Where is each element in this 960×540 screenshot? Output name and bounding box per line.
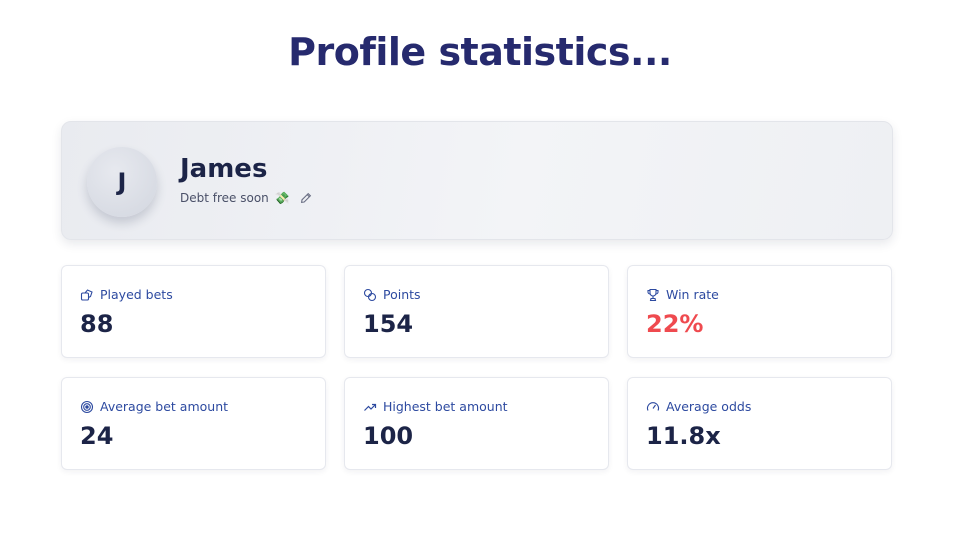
stat-value: 154 bbox=[363, 310, 414, 338]
target-icon bbox=[80, 400, 94, 414]
avatar-initial: J bbox=[117, 168, 127, 196]
stat-card-average-bet-amount: Average bet amount 24 bbox=[61, 377, 326, 470]
profile-name: James bbox=[180, 154, 268, 184]
page-title: Profile statistics... bbox=[288, 30, 672, 74]
stat-label: Points bbox=[383, 287, 421, 302]
coins-icon bbox=[363, 288, 377, 302]
profile-card: J James Debt free soon 💸 bbox=[61, 121, 893, 240]
stat-label: Average bet amount bbox=[100, 399, 229, 414]
stat-label: Highest bet amount bbox=[383, 399, 508, 414]
stat-value: 24 bbox=[80, 422, 114, 450]
stat-value: 100 bbox=[363, 422, 414, 450]
pencil-icon[interactable] bbox=[300, 192, 312, 204]
stat-card-win-rate: Win rate 22% bbox=[627, 265, 892, 358]
stat-card-highest-bet-amount: Highest bet amount 100 bbox=[344, 377, 609, 470]
stat-value: 11.8x bbox=[646, 422, 721, 450]
stat-card-points: Points 154 bbox=[344, 265, 609, 358]
stat-card-average-odds: Average odds 11.8x bbox=[627, 377, 892, 470]
stat-label: Played bets bbox=[100, 287, 173, 302]
trophy-icon bbox=[646, 288, 660, 302]
gauge-icon bbox=[646, 400, 660, 414]
avatar: J bbox=[87, 147, 157, 217]
profile-bio: Debt free soon bbox=[180, 191, 269, 205]
stat-value: 88 bbox=[80, 310, 114, 338]
dice-icon bbox=[80, 288, 94, 302]
money-emoji-icon: 💸 bbox=[274, 191, 290, 205]
profile-bio-row: Debt free soon 💸 bbox=[180, 191, 312, 205]
trending-up-icon bbox=[363, 400, 377, 414]
stat-label: Win rate bbox=[666, 287, 719, 302]
stat-card-played-bets: Played bets 88 bbox=[61, 265, 326, 358]
stat-value: 22% bbox=[646, 310, 704, 338]
stat-label: Average odds bbox=[666, 399, 752, 414]
